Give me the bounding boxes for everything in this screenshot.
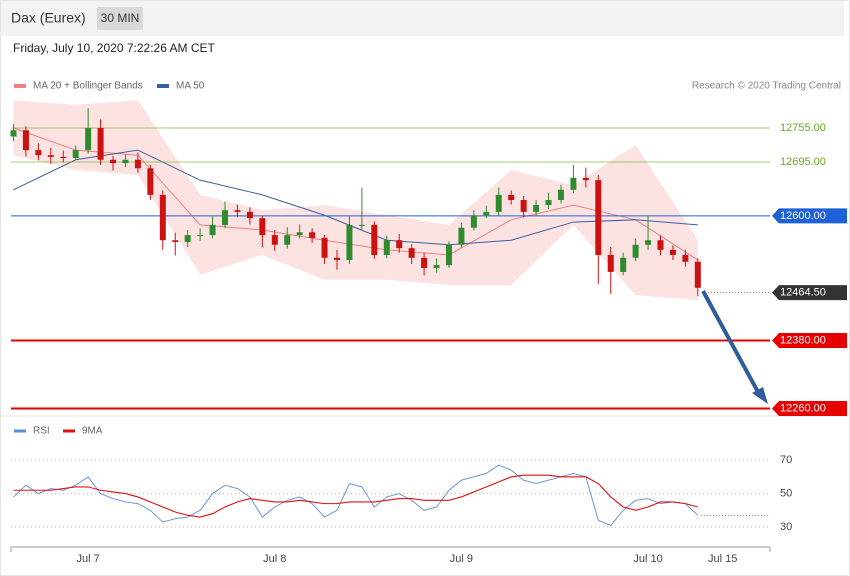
candle-body	[47, 155, 54, 157]
candle-body	[694, 261, 701, 288]
candle-body	[669, 249, 676, 255]
ma20-line	[13, 127, 699, 261]
legend-label: RSI	[33, 426, 50, 437]
timestamp: Friday, July 10, 2020 7:22:26 AM CET	[13, 41, 216, 55]
level-tag	[772, 285, 847, 301]
candle-body	[433, 265, 440, 268]
candle-body	[147, 168, 154, 195]
candle-body	[582, 177, 589, 181]
candle-body	[470, 215, 477, 228]
candle-body	[533, 205, 540, 212]
indicator-line	[13, 474, 698, 518]
x-tick-label: Jul 15	[708, 553, 737, 565]
candle-body	[134, 159, 141, 169]
candle-body	[209, 224, 216, 236]
x-tick-label: Jul 8	[263, 553, 286, 565]
candle-body	[682, 254, 689, 262]
candle-body	[35, 150, 42, 156]
legend-label: MA 50	[176, 81, 205, 92]
candle-body	[122, 159, 129, 164]
candle-body	[445, 244, 452, 266]
candle-body	[557, 189, 564, 200]
candle-body	[271, 235, 278, 245]
candle-body	[358, 224, 365, 226]
bollinger-fill	[13, 100, 698, 301]
candle-body	[458, 227, 465, 245]
candle-body	[60, 156, 67, 159]
candle-body	[657, 240, 664, 250]
candle-body	[222, 210, 229, 225]
candle-body	[246, 211, 253, 219]
candle-body	[22, 130, 29, 151]
y-tick-label: 30	[780, 521, 792, 533]
candle-body	[284, 235, 291, 245]
candle-body	[632, 244, 639, 258]
interval-button[interactable]	[97, 7, 143, 30]
level-tag	[772, 333, 847, 349]
candle-body	[595, 180, 602, 255]
indicator-line	[13, 464, 699, 526]
rsi-panel: RSI 9MA 70 50 30	[11, 426, 792, 533]
candle-body	[296, 232, 303, 236]
candle-body	[97, 128, 104, 160]
candle-body	[570, 177, 577, 190]
candle-body	[259, 218, 266, 236]
level-label: 12380.00	[780, 334, 826, 346]
candle-body	[309, 232, 316, 238]
candle-body	[607, 254, 614, 272]
candle-body	[234, 210, 241, 212]
candle-body	[172, 240, 179, 242]
candle-body	[85, 128, 92, 151]
candle-body	[396, 240, 403, 249]
candle-body	[184, 235, 191, 242]
y-tick-label: 70	[780, 454, 792, 466]
level-tag	[772, 401, 847, 417]
candle-body	[383, 240, 390, 255]
candle-body	[110, 159, 117, 164]
candle-body	[10, 130, 17, 137]
candle-body	[421, 257, 428, 268]
y-tick-label: 50	[780, 487, 792, 499]
candle-body	[645, 240, 652, 245]
price-panel: MA 20 + Bollinger Bands MA 50 Research © 2…	[10, 81, 847, 565]
level-label: 12464.50	[780, 287, 826, 299]
projection-arrowhead	[752, 387, 768, 404]
candle-body	[520, 199, 527, 212]
interval-label[interactable]: 30 MIN	[101, 11, 140, 25]
x-tick-label: Jul 9	[450, 553, 473, 565]
level-label: 12260.00	[780, 402, 826, 414]
x-tick-label: Jul 7	[77, 553, 100, 565]
level-tag	[772, 208, 847, 224]
candle-body	[371, 224, 378, 255]
credit: Research © 2020 Trading Central	[692, 81, 841, 92]
candle-body	[346, 224, 353, 261]
candle-body	[408, 248, 415, 258]
legend-label: 9MA	[82, 426, 103, 437]
candle-body	[72, 150, 79, 159]
candle-body	[620, 257, 627, 272]
instrument-title: Dax (Eurex)	[11, 10, 86, 26]
level-label: 12600.00	[780, 210, 826, 222]
candle-body	[159, 194, 166, 241]
x-tick-label: Jul 10	[633, 553, 662, 565]
projection-arrow	[701, 290, 760, 393]
candle-body	[545, 199, 552, 206]
level-label: 12695.00	[780, 156, 826, 168]
candle-body	[483, 211, 490, 216]
candle-body	[321, 237, 328, 258]
legend-label: MA 20 + Bollinger Bands	[33, 81, 143, 92]
level-label: 12755.00	[780, 122, 826, 134]
candle-body	[495, 194, 502, 212]
candle-body	[508, 194, 515, 200]
candle-body	[197, 235, 204, 237]
ma50-line	[13, 149, 698, 246]
candle-body	[333, 257, 340, 261]
